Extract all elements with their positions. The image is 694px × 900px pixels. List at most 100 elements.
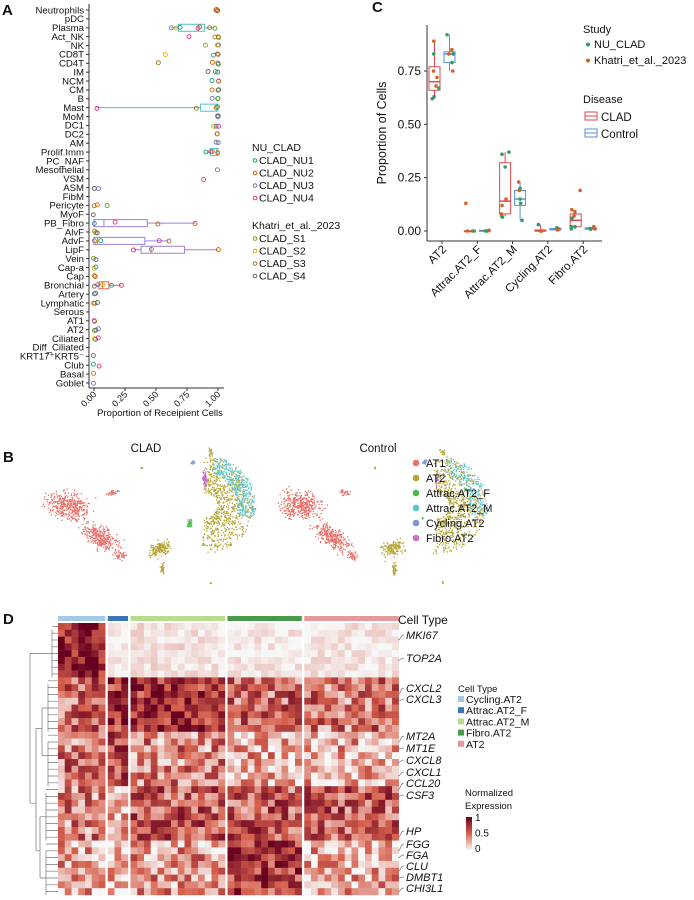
b-cell-point (162, 571, 165, 573)
b-cell-point (445, 462, 447, 464)
d-heatmap-cell (144, 623, 151, 630)
b-cell-point (448, 511, 450, 513)
b-cell-point (95, 539, 97, 541)
b-cell-point (320, 501, 322, 503)
b-cell-point (435, 466, 437, 468)
d-heatmap-cell (204, 623, 212, 630)
b-cell-point (396, 543, 398, 545)
b-cell-point (67, 499, 69, 501)
b-cell-point (302, 497, 305, 499)
d-heatmap-cell (247, 629, 255, 637)
b-cell-point (323, 528, 326, 530)
b-cell-point (209, 467, 212, 469)
d-heatmap-cell (281, 684, 289, 692)
b-cell-point (218, 521, 220, 524)
b-cell-point (308, 490, 310, 492)
b-cell-point (107, 528, 109, 530)
c-point (504, 197, 508, 201)
d-heatmap-cell (378, 623, 386, 630)
b-cell-point (246, 510, 248, 512)
d-heatmap-cell (344, 650, 352, 658)
b-cell-point (249, 494, 251, 496)
b-cell-point (209, 522, 211, 524)
b-cell-point (91, 532, 94, 534)
b-cell-point (472, 536, 474, 538)
b-cell-point (455, 521, 457, 523)
b-cell-point (240, 482, 242, 484)
b-cell-point (457, 539, 459, 542)
d-heatmap-cell (137, 650, 145, 658)
b-cell-point (437, 475, 439, 477)
b-cell-point (395, 569, 398, 571)
b-cell-point (452, 511, 454, 513)
b-cell-point (350, 556, 352, 558)
b-cell-point (66, 488, 68, 490)
b-cell-point (231, 521, 233, 523)
b-cell-point (225, 501, 227, 503)
d-heatmap-cell (338, 629, 345, 637)
d-heatmap-cell (150, 691, 158, 698)
b-cell-point (454, 467, 456, 469)
b-cell-point (236, 486, 238, 488)
b-cell-point (122, 553, 124, 555)
b-cell-point (228, 517, 230, 519)
b-cell-point (457, 493, 459, 495)
a-point (216, 35, 222, 40)
b-cell-point (217, 546, 219, 548)
b-cell-point (78, 511, 80, 513)
b-cell-point (471, 479, 473, 481)
b-cell-point (217, 517, 219, 519)
b-cell-point (465, 480, 467, 482)
b-cell-point (451, 503, 453, 505)
b-cell-point (340, 543, 342, 545)
b-cell-point (239, 482, 241, 484)
b-cell-point (393, 553, 395, 555)
b-cell-point (283, 501, 285, 503)
b-legend-label: Attrac.AT2_F (426, 488, 490, 500)
b-cell-point (77, 493, 79, 495)
b-cell-point (231, 473, 233, 475)
b-cell-point (61, 512, 64, 514)
b-cell-point (245, 494, 247, 496)
a-point (215, 96, 221, 102)
b-cell-point (66, 509, 68, 511)
b-cell-point (239, 503, 241, 505)
c-point (573, 224, 577, 229)
d-heatmap-cell (198, 684, 205, 692)
b-cell-point (74, 518, 76, 520)
b-cell-point (306, 514, 308, 516)
b-cell-point (311, 528, 313, 530)
b-cell-point (464, 506, 466, 508)
d-heatmap-cell (144, 670, 151, 678)
d-heatmap-cell (304, 650, 312, 658)
a-point (215, 69, 221, 75)
b-cell-point (246, 479, 249, 481)
b-cell-point (164, 549, 166, 551)
b-cell-point (454, 498, 456, 500)
b-cell-point (462, 494, 464, 496)
b-cell-point (442, 469, 444, 471)
b-cell-point (470, 508, 472, 510)
a-point (209, 59, 215, 65)
d-heatmap-cell (254, 663, 262, 671)
b-cell-point (211, 538, 213, 540)
b-cell-point (99, 536, 101, 538)
b-cell-point (392, 550, 394, 552)
b-cell-point (278, 505, 281, 507)
b-cell-point (451, 472, 453, 474)
b-cell-point (460, 507, 462, 509)
b-cell-point (86, 506, 89, 508)
b-cell-point (203, 481, 206, 483)
b-cell-point (47, 498, 49, 501)
b-cell-point (478, 515, 481, 517)
d-heatmap-cell (304, 623, 312, 630)
b-cell-point (325, 532, 327, 534)
b-cell-point (245, 485, 248, 488)
b-cell-point (239, 527, 241, 530)
b-cell-point (161, 563, 163, 565)
b-cell-point (71, 505, 73, 507)
b-cell-point (103, 534, 105, 536)
b-cell-point (288, 505, 291, 507)
b-cell-point (215, 543, 217, 545)
b-cell-point (50, 501, 52, 503)
